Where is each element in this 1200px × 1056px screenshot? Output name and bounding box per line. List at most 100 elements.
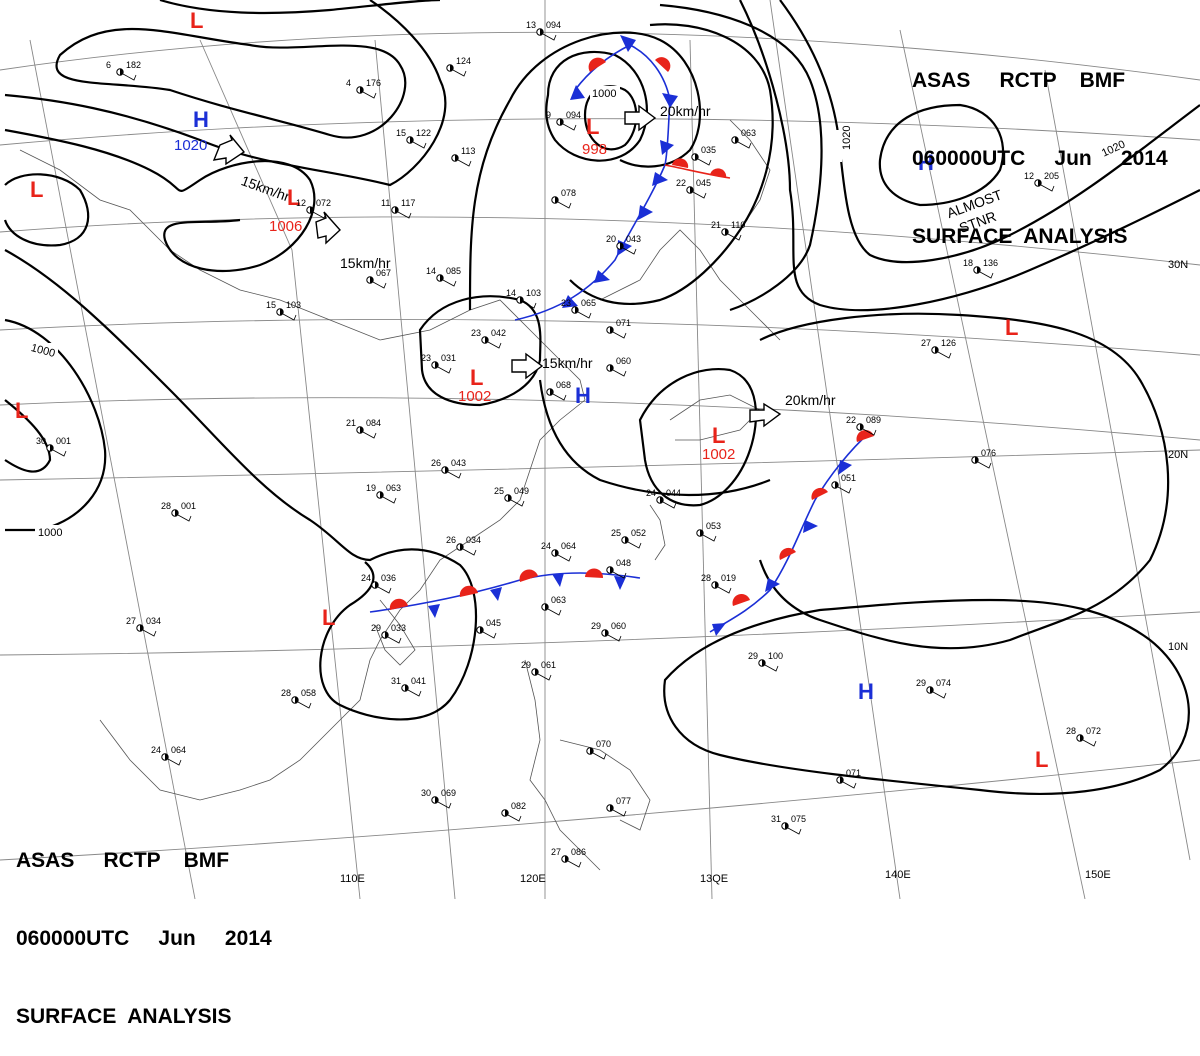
lon-label: 110E: [340, 873, 365, 885]
cloud-cover-fill: [860, 424, 863, 430]
warm-front-semicircle: [655, 57, 671, 72]
station-plot: 071: [606, 318, 631, 339]
station-pressure: 043: [451, 458, 466, 468]
low-pressure-symbol: L: [15, 398, 28, 423]
station-temperature: 22: [846, 415, 856, 425]
station-plot: 071: [836, 768, 861, 789]
cloud-cover-fill: [385, 632, 388, 638]
wind-barb: [377, 586, 392, 594]
low-pressure-symbol: L: [1005, 315, 1018, 340]
station-plot: 23 031: [421, 353, 456, 374]
wind-barb: [727, 233, 742, 241]
station-plot: 24 064: [151, 745, 186, 766]
cloud-cover-fill: [785, 823, 788, 829]
wind-barb: [979, 271, 994, 279]
station-plot: 19 063: [366, 483, 401, 504]
cloud-cover-fill: [140, 625, 143, 631]
station-pressure: 082: [511, 801, 526, 811]
station-temperature: 23: [561, 298, 571, 308]
wind-barb: [562, 123, 577, 131]
station-pressure: 100: [768, 651, 783, 661]
cloud-cover-fill: [735, 137, 738, 143]
station-temperature: 28: [281, 688, 291, 698]
station-plot: 6 182: [106, 60, 141, 81]
cold-front-triangle: [652, 172, 668, 186]
wind-barb: [447, 471, 462, 479]
cloud-cover-fill: [395, 207, 398, 213]
station-plot: 27 086: [551, 847, 586, 868]
coastline: [729, 119, 771, 231]
warm-front-semicircle: [710, 168, 727, 178]
isobar: [4, 128, 316, 273]
low-pressure-symbol: L: [470, 365, 483, 390]
station-plot: 063: [541, 595, 566, 616]
station-pressure: 075: [791, 814, 806, 824]
station-pressure: 067: [376, 268, 391, 278]
high-pressure-value: 1020: [174, 137, 207, 154]
station-pressure: 048: [616, 558, 631, 568]
isobar: [159, 0, 441, 15]
station-plot: 29 061: [521, 660, 556, 681]
meridian-line: [689, 39, 713, 899]
station-plot: 14 085: [426, 266, 461, 287]
station-plot: 22 045: [676, 178, 711, 199]
cloud-cover-fill: [380, 492, 383, 498]
label-bg: [28, 343, 58, 356]
station-temperature: 24: [361, 573, 371, 583]
wind-barb: [552, 393, 567, 401]
coastline: [524, 659, 601, 871]
cloud-cover-fill: [410, 137, 413, 143]
station-pressure: 205: [1044, 171, 1059, 181]
cloud-cover-fill: [590, 748, 593, 754]
station-temperature: 25: [494, 486, 504, 496]
wind-barb: [607, 634, 622, 642]
isobar-label: 1020: [841, 126, 853, 150]
station-temperature: 29: [591, 621, 601, 631]
wind-barb: [142, 629, 157, 637]
wind-barb: [837, 486, 852, 494]
station-plot: 063: [731, 128, 756, 149]
cloud-cover-fill: [935, 347, 938, 353]
station-pressure: 041: [411, 676, 426, 686]
wind-barb: [717, 586, 732, 594]
station-temperature: 23: [471, 328, 481, 338]
station-temperature: 27: [921, 338, 931, 348]
cold-front-triangle: [660, 140, 674, 155]
station-temperature: 15: [396, 128, 406, 138]
station-pressure: 033: [391, 623, 406, 633]
station-temperature: 27: [551, 847, 561, 857]
isobar-label: 1000: [38, 527, 62, 539]
station-plot: 12 205: [1024, 171, 1059, 192]
motion-speed-label: 20km/hr: [785, 392, 836, 408]
station-pressure: 094: [546, 20, 561, 30]
wind-barb: [522, 301, 537, 309]
station-plot: 053: [696, 521, 721, 542]
station-plot: 29 033: [371, 623, 406, 644]
station-pressure: 051: [841, 473, 856, 483]
cloud-cover-fill: [930, 687, 933, 693]
station-plot: 068: [546, 380, 571, 401]
station-plot: 070: [586, 739, 611, 760]
cloud-cover-fill: [450, 65, 453, 71]
isobar: [779, 0, 1200, 264]
wind-barb: [297, 701, 312, 709]
cloud-cover-fill: [540, 29, 543, 35]
cold-front-triangle: [638, 205, 653, 220]
cold-front-triangle: [620, 35, 636, 52]
latitude-line: [0, 318, 1200, 356]
station-pressure: 036: [381, 573, 396, 583]
surface-analysis-map: 1000 1000 1020 1000 1020: [0, 0, 1200, 899]
motion-arrows: [212, 104, 782, 428]
cold-front-triangle: [614, 576, 626, 590]
motion-speed-label: 15km/hr: [239, 172, 292, 204]
isobar: [418, 295, 542, 407]
station-plot: 13 094: [526, 20, 561, 41]
cloud-cover-fill: [660, 497, 663, 503]
isobar-value-labels: 1000 1000 1020 1000 1020: [28, 86, 1128, 539]
station-pressure: 077: [616, 796, 631, 806]
wind-barb: [737, 141, 752, 149]
station-plot: 28 019: [701, 573, 736, 594]
motion-arrow: [212, 134, 246, 166]
isobar: [468, 31, 702, 311]
cold-front-triangle: [570, 85, 585, 100]
